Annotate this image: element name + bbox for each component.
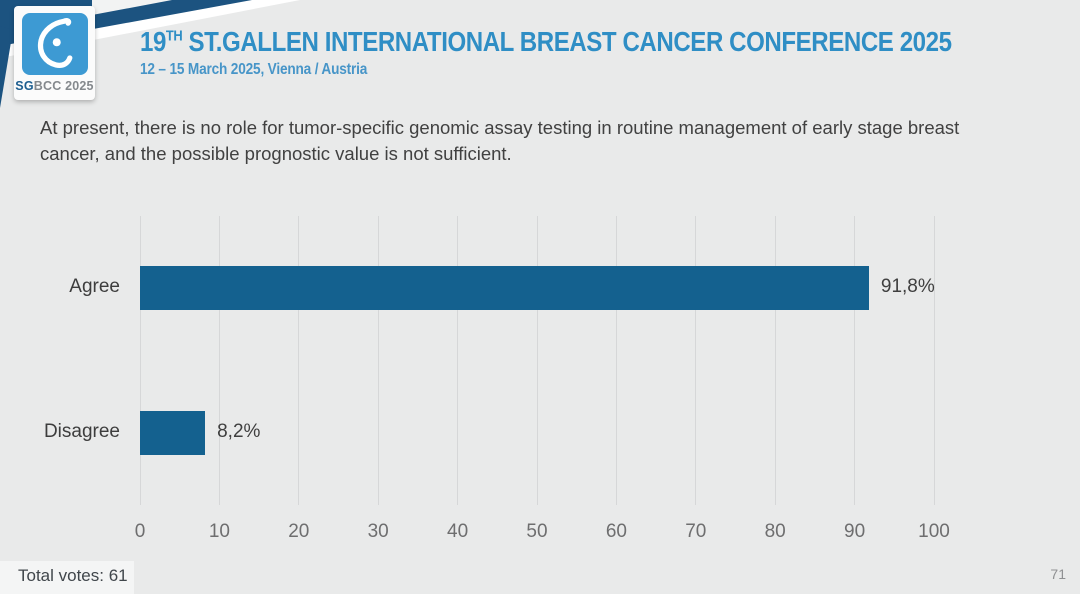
- sgbcc-logo-badge: [21, 13, 88, 75]
- bar-agree: [140, 266, 869, 311]
- x-gridline: [218, 216, 220, 505]
- x-axis-tick-label: 20: [288, 521, 310, 542]
- x-gridline: [536, 216, 538, 505]
- title-ordinal-superscript: TH: [165, 27, 183, 45]
- x-gridline: [139, 216, 141, 505]
- total-votes-highlight-strip: [0, 561, 134, 594]
- x-axis-tick-label: 0: [134, 521, 146, 542]
- title-text: ST.GALLEN INTERNATIONAL BREAST CANCER CO…: [182, 26, 952, 57]
- x-gridline: [774, 216, 776, 505]
- x-axis-tick-label: 80: [764, 521, 786, 542]
- x-gridline: [457, 216, 459, 505]
- x-gridline: [695, 216, 697, 505]
- category-label: Agree: [69, 276, 120, 298]
- x-gridline: [933, 216, 935, 505]
- x-gridline: [298, 216, 300, 505]
- voting-question-text: At present, there is no role for tumor-s…: [40, 117, 960, 164]
- x-axis-tick-label: 90: [844, 521, 866, 542]
- x-gridline: [854, 216, 856, 505]
- slide-page-number: 71: [1050, 566, 1066, 582]
- bar-value-label: 8,2%: [217, 420, 261, 442]
- x-axis-tick-label: 50: [526, 521, 548, 542]
- conference-date-location: 12 – 15 March 2025, Vienna / Austria: [140, 61, 368, 78]
- conference-title: 19TH ST.GALLEN INTERNATIONAL BREAST CANC…: [140, 26, 952, 58]
- x-axis-tick-label: 60: [605, 521, 627, 542]
- bar-disagree: [140, 410, 206, 455]
- sgbcc-breast-drop-icon: [37, 18, 72, 68]
- x-axis-tick-label: 10: [208, 521, 230, 542]
- x-axis-tick-label: 40: [447, 521, 469, 542]
- x-axis-tick-label: 100: [918, 521, 950, 542]
- bar-value-label: 91,8%: [880, 276, 935, 298]
- x-gridline: [377, 216, 379, 505]
- slide-header: 19TH ST.GALLEN INTERNATIONAL BREAST CANC…: [140, 26, 1080, 79]
- logo-caption-sg: SG: [15, 79, 34, 93]
- x-gridline: [615, 216, 617, 505]
- x-axis-tick-label: 30: [367, 521, 389, 542]
- category-label: Disagree: [43, 420, 120, 442]
- logo-caption: SGBCC 2025: [15, 79, 93, 93]
- logo-caption-rest: BCC 2025: [33, 79, 94, 93]
- title-number: 19: [140, 26, 166, 57]
- x-axis-tick-label: 70: [685, 521, 707, 542]
- conference-logo: SGBCC 2025: [14, 6, 95, 100]
- total-votes-label: Total votes: 61: [18, 566, 128, 585]
